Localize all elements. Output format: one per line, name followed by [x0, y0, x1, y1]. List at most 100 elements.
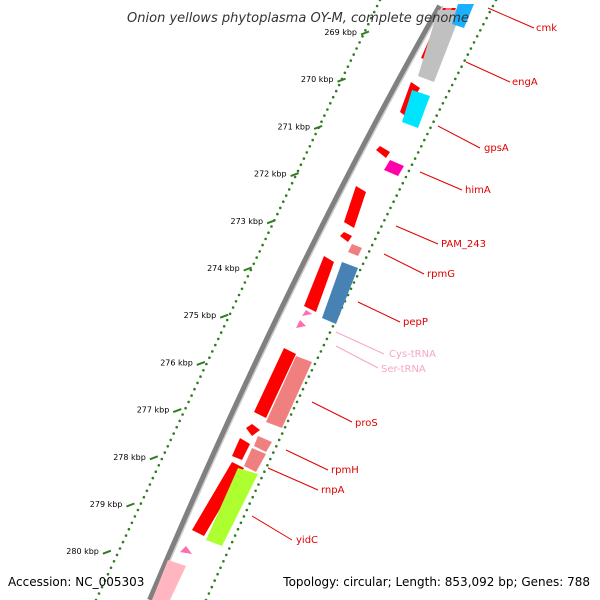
gene-label[interactable]: rpmH [331, 465, 359, 476]
track-dot [358, 41, 361, 44]
track-dot [243, 281, 247, 284]
track-dot [160, 457, 164, 461]
track-dot [426, 132, 429, 136]
track-dot [216, 572, 219, 576]
feature-pink-bottom[interactable] [152, 560, 186, 600]
track-dot [346, 65, 350, 68]
track-dot [398, 188, 402, 191]
feature-rpmG-salmon[interactable] [348, 244, 362, 256]
feature-engA-gray[interactable] [418, 10, 462, 82]
feature-proS-small[interactable] [246, 424, 260, 436]
track-dot [242, 515, 246, 518]
track-dot [410, 163, 414, 166]
track-dot [230, 540, 234, 544]
kbp-tick [290, 172, 299, 178]
track-dot [205, 362, 208, 366]
track-dot [401, 181, 405, 185]
track-dot [316, 356, 320, 360]
track-dot [485, 16, 488, 20]
gene-label[interactable]: yidC [296, 535, 318, 546]
track-dot [364, 29, 367, 32]
feature-tRNA-c[interactable] [180, 546, 192, 554]
track-dot [358, 268, 362, 272]
kbp-tick [313, 124, 323, 130]
track-dot [413, 157, 417, 160]
feature-himA-magenta[interactable] [384, 160, 404, 176]
track-dot [127, 527, 131, 531]
kbp-tick [219, 313, 229, 319]
track-dot [295, 400, 299, 404]
track-dot [178, 419, 181, 423]
track-dot [479, 29, 482, 32]
feature-yidC[interactable] [192, 462, 244, 536]
track-dot [432, 120, 435, 123]
feature-proS[interactable] [254, 348, 296, 418]
track-dot [374, 237, 377, 241]
track-dot [482, 22, 485, 26]
kbp-label: 277 kbp [137, 406, 170, 415]
track-dot [289, 413, 293, 416]
feature-proS-salmon[interactable] [266, 356, 312, 428]
gene-label[interactable]: proS [355, 418, 378, 429]
kbp-tick [266, 219, 276, 225]
feature-tRNA-b[interactable] [302, 310, 312, 316]
feature-himA[interactable] [344, 186, 366, 228]
feature-gpsA-cyan[interactable] [402, 90, 430, 128]
track-dot [420, 145, 423, 148]
track-dot [392, 200, 395, 203]
track-dot [231, 306, 235, 309]
feature-rnpA-salmon[interactable] [244, 448, 266, 472]
gene-label[interactable]: pepP [403, 317, 428, 328]
track-dot [472, 41, 476, 44]
track-dot [395, 194, 399, 197]
feature-gpsA[interactable] [376, 146, 390, 158]
gene-label[interactable]: rpmG [427, 269, 455, 280]
gene-label[interactable]: Ser-tRNA [381, 364, 426, 375]
kbp-tick [126, 502, 135, 508]
track-dot [254, 489, 257, 493]
feature-rpmH-salmon[interactable] [254, 436, 272, 452]
gene-label[interactable]: Cys-tRNA [389, 349, 436, 360]
track-dot [121, 540, 125, 544]
track-dot [310, 369, 314, 372]
track-dot [249, 268, 253, 272]
gene-label[interactable]: himA [465, 185, 491, 196]
gene-label[interactable]: rnpA [321, 485, 345, 496]
feature-rpmH[interactable] [232, 438, 250, 460]
track-dot [279, 206, 282, 210]
track-dot [314, 132, 317, 136]
track-dot [372, 10, 376, 14]
track-dot [248, 502, 251, 505]
track-dot [169, 438, 172, 442]
track-dot [261, 243, 264, 247]
track-dot [211, 350, 214, 353]
track-dot [337, 83, 341, 87]
track-dot [240, 287, 244, 291]
track-dot [299, 163, 303, 166]
feature-pepP[interactable] [304, 256, 334, 312]
kbp-tick [337, 77, 346, 83]
track-dot [407, 169, 411, 173]
feature-PAM243[interactable] [340, 232, 352, 242]
track-dot [196, 381, 199, 385]
gene-label[interactable]: cmk [536, 23, 557, 34]
track-dot [106, 572, 110, 576]
track-dot [438, 108, 442, 111]
track-dot [296, 169, 300, 173]
feature-tRNA-a[interactable] [296, 320, 306, 328]
track-dot [383, 219, 386, 222]
gene-label[interactable]: PAM_243 [441, 239, 486, 250]
feature-pepP-blue[interactable] [322, 262, 358, 324]
feature-cyan-top[interactable] [452, 4, 474, 28]
topology-text: Topology: circular; Length: 853,092 bp; … [282, 575, 590, 589]
gene-label[interactable]: gpsA [484, 143, 509, 154]
feature-yidC-lime[interactable] [206, 468, 258, 546]
track-dot [136, 508, 140, 512]
kbp-label: 271 kbp [277, 122, 310, 131]
gene-label[interactable]: engA [512, 77, 538, 88]
track-dot [488, 10, 492, 14]
track-dot [367, 250, 371, 253]
kbp-label: 276 kbp [160, 358, 193, 367]
track-dot [444, 95, 448, 99]
